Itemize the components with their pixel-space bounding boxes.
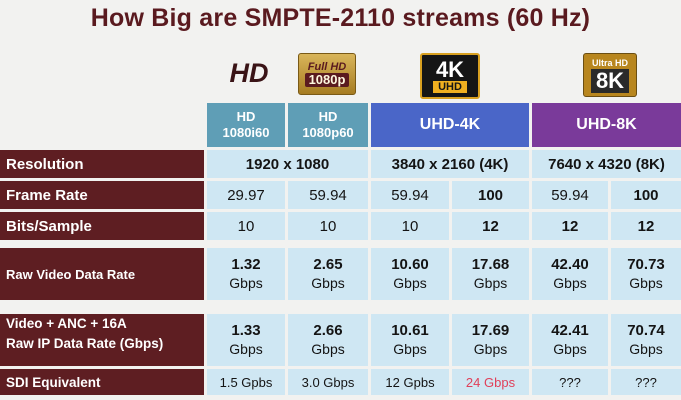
- raw-video-unit: Gbps: [629, 275, 663, 291]
- bits-sample-value: 10: [371, 212, 449, 240]
- sdi-value-highlight: 24 Gbps: [452, 369, 529, 395]
- bits-sample-value: 10: [288, 212, 368, 240]
- fullhd-logo-top: Full HD: [307, 61, 347, 73]
- raw-ip-cell: 1.33 Gbps: [207, 314, 285, 366]
- sdi-value: 12 Gpbs: [371, 369, 449, 395]
- row-label-resolution: Resolution: [0, 150, 204, 178]
- raw-ip-cell: 42.41 Gbps: [532, 314, 608, 366]
- uhd8k-logo: Ultra HD 8K: [583, 53, 637, 97]
- raw-video-unit: Gbps: [473, 275, 508, 291]
- raw-ip-unit: Gbps: [229, 341, 263, 357]
- header-hd-1080i60: HD 1080i60: [207, 103, 285, 147]
- uhd4k-logo: 4K UHD: [420, 53, 480, 99]
- raw-video-value: 17.68: [471, 256, 510, 273]
- raw-video-cell: 10.60 Gbps: [371, 248, 449, 300]
- hd-logo-text: HD: [229, 57, 269, 88]
- sdi-value: ???: [611, 369, 681, 395]
- fullhd-logo: Full HD 1080p: [298, 53, 356, 95]
- raw-ip-unit: Gbps: [553, 341, 587, 357]
- uhd8k-logo-bottom: 8K: [590, 68, 630, 93]
- sdi-value: 3.0 Gbps: [288, 369, 368, 395]
- raw-video-value: 70.73: [627, 256, 665, 273]
- raw-video-value: 1.32: [231, 256, 261, 273]
- row-label-raw-ip-line1: Video + ANC + 16A: [6, 316, 127, 331]
- raw-ip-value: 17.69: [471, 322, 510, 339]
- raw-ip-cell: 70.74 Gbps: [611, 314, 681, 366]
- frame-rate-value: 29.97: [207, 181, 285, 209]
- bits-sample-value: 12: [452, 212, 529, 240]
- header-hd-1080p60-line2: 1080p60: [302, 125, 354, 140]
- header-uhd-4k: UHD-4K: [371, 103, 529, 147]
- header-hd-1080i60-line2: 1080i60: [222, 125, 270, 140]
- raw-ip-unit: Gbps: [393, 341, 427, 357]
- raw-video-unit: Gbps: [229, 275, 263, 291]
- header-hd-1080p60: HD 1080p60: [288, 103, 368, 147]
- frame-rate-value: 100: [611, 181, 681, 209]
- raw-video-cell: 42.40 Gbps: [532, 248, 608, 300]
- header-uhd-8k: UHD-8K: [532, 103, 681, 147]
- uhd4k-logo-bottom: UHD: [433, 81, 467, 93]
- frame-rate-value: 59.94: [371, 181, 449, 209]
- resolution-uhd8k: 7640 x 4320 (8K): [532, 150, 681, 178]
- raw-ip-value: 1.33: [231, 322, 261, 339]
- raw-ip-cell: 2.66 Gbps: [288, 314, 368, 366]
- raw-video-cell: 70.73 Gbps: [611, 248, 681, 300]
- fullhd-logo-bottom: 1080p: [304, 73, 350, 87]
- raw-video-cell: 1.32 Gbps: [207, 248, 285, 300]
- raw-ip-cell: 10.61 Gbps: [371, 314, 449, 366]
- row-label-bits-sample: Bits/Sample: [0, 212, 204, 240]
- raw-ip-unit: Gbps: [629, 341, 663, 357]
- raw-video-cell: 2.65 Gbps: [288, 248, 368, 300]
- frame-rate-value: 100: [452, 181, 529, 209]
- raw-ip-value: 2.66: [313, 322, 343, 339]
- frame-rate-value: 59.94: [288, 181, 368, 209]
- row-label-frame-rate: Frame Rate: [0, 181, 204, 209]
- raw-video-value: 10.60: [391, 256, 429, 273]
- sdi-value: ???: [532, 369, 608, 395]
- bits-sample-value: 12: [532, 212, 608, 240]
- raw-video-value: 42.40: [551, 256, 589, 273]
- raw-ip-value: 70.74: [627, 322, 665, 339]
- header-hd-1080i60-line1: HD: [236, 109, 256, 124]
- page-title: How Big are SMPTE-2110 streams (60 Hz): [90, 4, 591, 32]
- uhd8k-logo-top: Ultra HD: [591, 57, 628, 68]
- bits-sample-value: 12: [611, 212, 681, 240]
- uhd4k-logo-top: 4K: [435, 57, 465, 82]
- header-hd-1080p60-line1: HD: [318, 109, 338, 124]
- resolution-uhd4k: 3840 x 2160 (4K): [371, 150, 529, 178]
- raw-video-unit: Gbps: [311, 275, 345, 291]
- frame-rate-value: 59.94: [532, 181, 608, 209]
- raw-ip-value: 10.61: [391, 322, 429, 339]
- raw-video-value: 2.65: [313, 256, 343, 273]
- bits-sample-value: 10: [207, 212, 285, 240]
- raw-ip-value: 42.41: [551, 322, 589, 339]
- sdi-value: 1.5 Gpbs: [207, 369, 285, 395]
- row-label-sdi: SDI Equivalent: [0, 369, 204, 395]
- raw-video-unit: Gbps: [553, 275, 587, 291]
- row-label-raw-video: Raw Video Data Rate: [0, 248, 204, 300]
- raw-ip-cell: 17.69 Gbps: [452, 314, 529, 366]
- raw-video-cell: 17.68 Gbps: [452, 248, 529, 300]
- row-label-raw-ip-line2: Raw IP Data Rate (Gbps): [6, 336, 164, 351]
- resolution-hd: 1920 x 1080: [207, 150, 368, 178]
- row-label-raw-ip: Video + ANC + 16A Raw IP Data Rate (Gbps…: [0, 314, 204, 366]
- raw-ip-unit: Gbps: [311, 341, 345, 357]
- raw-ip-unit: Gbps: [473, 341, 508, 357]
- hd-logo: HD: [220, 56, 278, 90]
- raw-video-unit: Gbps: [393, 275, 427, 291]
